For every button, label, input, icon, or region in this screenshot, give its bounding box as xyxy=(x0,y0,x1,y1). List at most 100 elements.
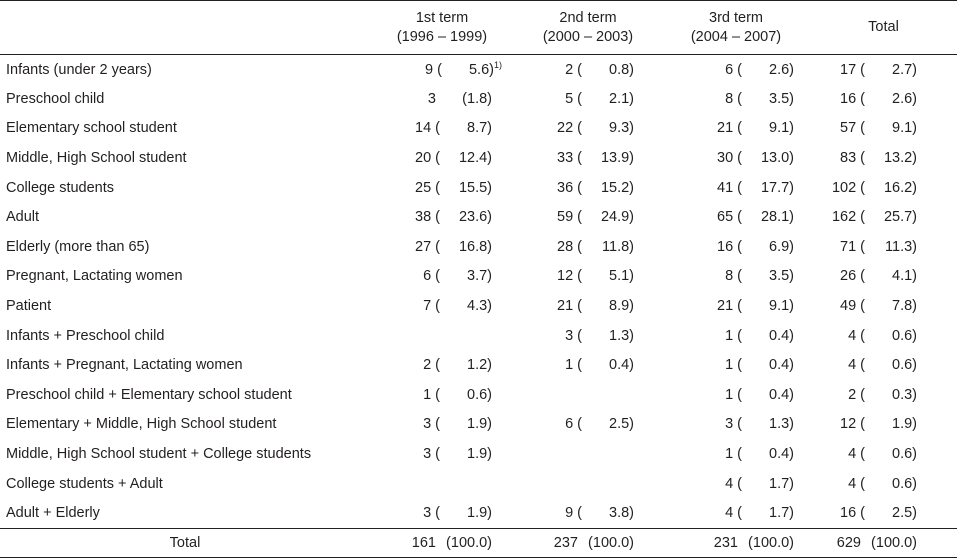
cell-percent: (100.0) xyxy=(748,534,794,551)
cell-count: 59 xyxy=(557,209,574,226)
table-cell: 1 (0.4) xyxy=(514,350,662,380)
cell-percent: 7.8) xyxy=(892,298,917,315)
cell-count: 102 xyxy=(831,179,857,196)
cell-count: 1 xyxy=(423,386,432,403)
cell-percent: 4.3) xyxy=(467,298,492,315)
cell-count: 162 xyxy=(831,209,857,226)
row-category: Middle, High School student xyxy=(6,150,187,167)
cell-percent: 12.4) xyxy=(458,150,492,167)
cell-count: 17 xyxy=(840,61,857,78)
cell-paren-open: ( xyxy=(573,61,582,78)
row-category: Middle, High School student + College st… xyxy=(6,446,312,463)
table-row: Middle, High School student + College st… xyxy=(0,439,957,469)
cell-percent: 3.8) xyxy=(609,504,634,521)
cell-percent: 9.1) xyxy=(769,120,794,137)
table-cell: 27 (16.8) xyxy=(370,232,514,262)
cell-paren-open: ( xyxy=(733,61,742,78)
cell-percent: 11.8) xyxy=(602,238,634,255)
cell-paren-open: ( xyxy=(573,416,582,433)
table-row: Infants + Pregnant, Lactating women 2 (1.… xyxy=(0,350,957,380)
table-cell: 1 (0.4) xyxy=(662,380,810,410)
cell-percent: 0.6) xyxy=(892,475,917,492)
cell-count: 41 xyxy=(717,179,734,196)
cell-paren-open: ( xyxy=(573,179,582,196)
table-cell xyxy=(514,469,662,499)
table-cell: 3 (1.8) xyxy=(370,84,514,114)
cell-percent: 2.5) xyxy=(609,416,634,433)
cell-paren-open: ( xyxy=(856,61,865,78)
table-cell: 162 (25.7) xyxy=(810,202,957,232)
cell-percent: 0.6) xyxy=(467,386,492,403)
cell-percent: 9.1) xyxy=(892,120,917,137)
cell-count: 49 xyxy=(840,298,857,315)
table-row: Adult + Elderly 3 (1.9) 9 (3.8) 4 (1.7) 16 (… xyxy=(0,498,957,528)
table-cell: 2 (0.3) xyxy=(810,380,957,410)
cell-percent: 0.6) xyxy=(892,446,917,463)
table-row: Preschool child 3 (1.8) 5 (2.1) 8 (3.5) 16 (… xyxy=(0,84,957,114)
cell-percent: 3.7) xyxy=(467,268,492,285)
table-cell: 2 (0.8) xyxy=(514,55,662,85)
cell-percent: 23.6) xyxy=(458,209,492,226)
cell-count: 3 xyxy=(427,90,436,107)
header-blank xyxy=(0,1,370,55)
table-cell: 1 (0.4) xyxy=(662,439,810,469)
cell-count: 237 xyxy=(553,534,578,551)
cell-count: 8 xyxy=(725,268,734,285)
cell-paren-open: ( xyxy=(573,150,582,167)
cell-percent: 4.1) xyxy=(892,268,917,285)
cell-paren-open: ( xyxy=(573,268,582,285)
cell-paren-open: ( xyxy=(856,209,865,226)
cell-percent: 13.0) xyxy=(760,150,794,167)
cell-percent: 9.1) xyxy=(769,298,794,315)
table-cell: 8 (3.5) xyxy=(662,84,810,114)
cell-paren-open: ( xyxy=(433,61,442,78)
table-cell: 3 (1.9) xyxy=(370,498,514,528)
table-cell: 629 (100.0) xyxy=(810,528,957,558)
cell-percent: 28.1) xyxy=(760,209,794,226)
cell-count: 25 xyxy=(415,179,432,196)
cell-count: 33 xyxy=(557,150,574,167)
table-cell: 6 (2.5) xyxy=(514,410,662,440)
row-category: Infants (under 2 years) xyxy=(6,61,152,78)
table-cell: 3 (1.9) xyxy=(370,410,514,440)
cell-paren-open: ( xyxy=(573,298,582,315)
table-cell: 17 (2.7) xyxy=(810,55,957,85)
cell-paren-open: ( xyxy=(856,298,865,315)
header-term-3: 3rd term (2004 – 2007) xyxy=(690,9,782,45)
cell-paren-open: ( xyxy=(431,150,440,167)
cell-paren-open: ( xyxy=(856,327,865,344)
row-category: Elementary + Middle, High School student xyxy=(6,416,277,433)
cell-paren-open: ( xyxy=(431,357,440,374)
table-cell: 12 (5.1) xyxy=(514,262,662,292)
cell-count: 57 xyxy=(840,120,857,137)
table-cell: 4 (0.6) xyxy=(810,321,957,351)
cell-paren-open: ( xyxy=(856,446,865,463)
cell-percent: 15.2) xyxy=(600,179,634,196)
table-cell: 4 (1.7) xyxy=(662,498,810,528)
cell-count: 3 xyxy=(423,504,432,521)
cell-count: 16 xyxy=(840,90,857,107)
cell-percent: 24.9) xyxy=(600,209,634,226)
cell-paren-open: ( xyxy=(431,416,440,433)
table-cell: 1 (0.4) xyxy=(662,350,810,380)
cell-percent: 3.5) xyxy=(769,90,794,107)
cell-paren-open: ( xyxy=(573,90,582,107)
cell-count: 4 xyxy=(848,327,857,344)
row-category: Elderly (more than 65) xyxy=(6,238,150,255)
cell-count: 12 xyxy=(557,268,574,285)
cell-count: 7 xyxy=(423,298,432,315)
table-cell: 65 (28.1) xyxy=(662,202,810,232)
cell-paren-open: ( xyxy=(431,179,440,196)
cell-count: 4 xyxy=(725,475,734,492)
table-cell xyxy=(370,469,514,499)
cell-paren-open: ( xyxy=(431,386,440,403)
cell-percent: 1.3) xyxy=(609,327,634,344)
cell-count: 3 xyxy=(565,327,574,344)
table-cell: 161 (100.0) xyxy=(370,528,514,558)
table-cell: 36 (15.2) xyxy=(514,173,662,203)
table-cell: 71 (11.3) xyxy=(810,232,957,262)
table-cell: 3 (1.3) xyxy=(514,321,662,351)
cell-count: 20 xyxy=(415,150,432,167)
cell-paren-open: ( xyxy=(733,120,742,137)
